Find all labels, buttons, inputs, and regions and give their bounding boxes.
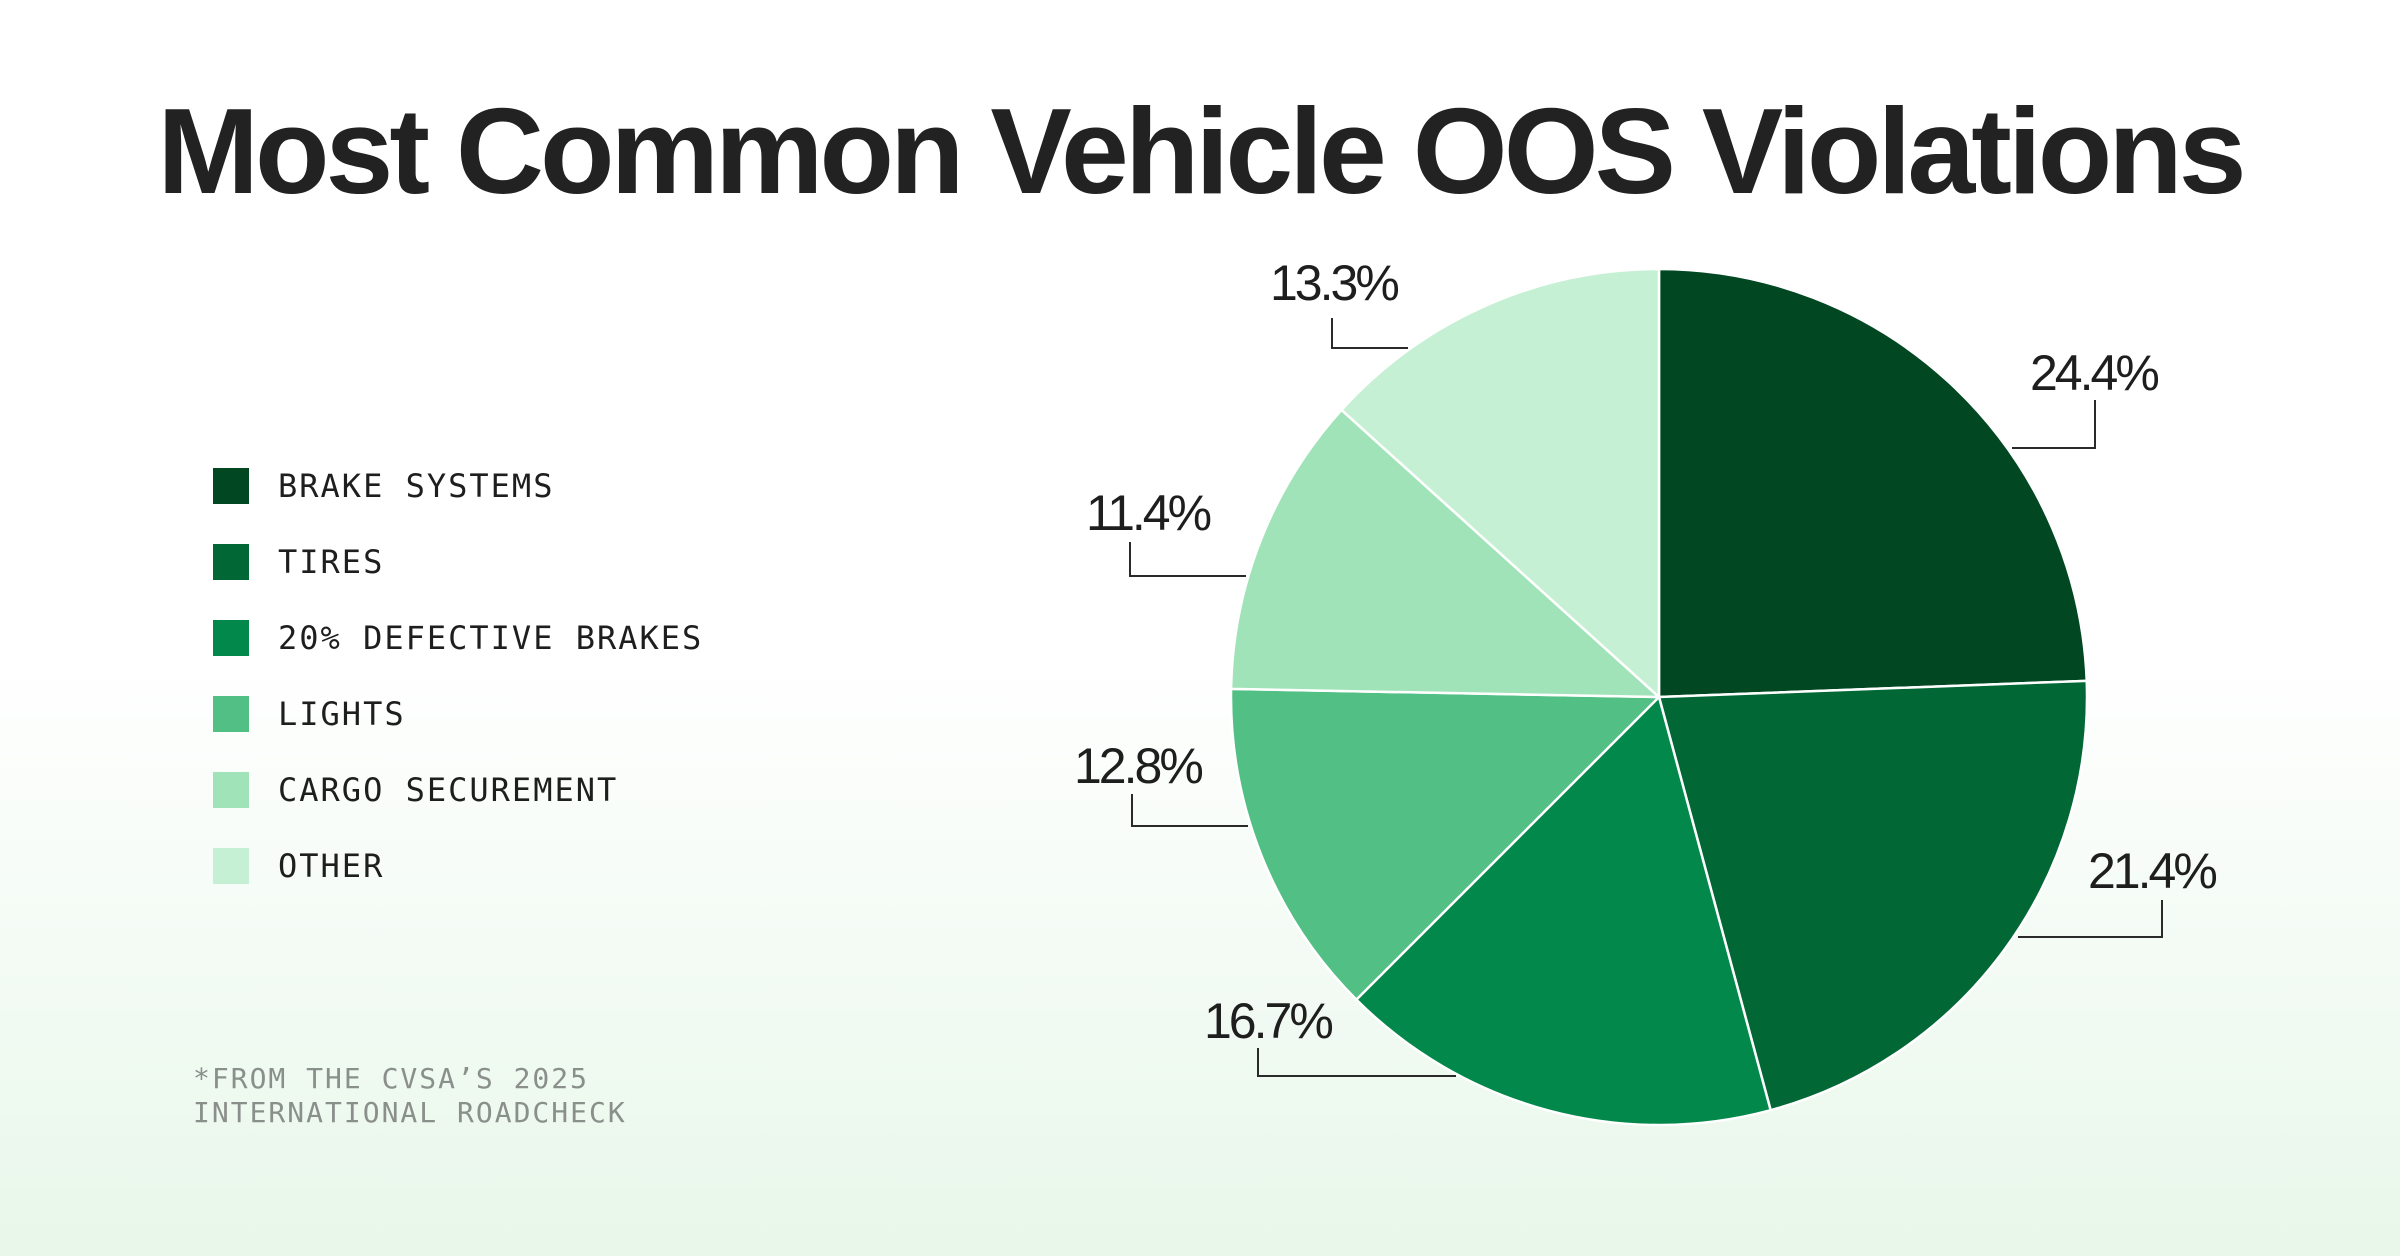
legend-label: CARGO SECUREMENT: [278, 771, 619, 809]
data-label: 16.7%: [1204, 993, 1332, 1049]
legend-item-other: OTHER: [213, 828, 703, 904]
source-note-line: *FROM THE CVSA’S 2025: [193, 1062, 590, 1095]
legend-label: OTHER: [278, 847, 385, 885]
legend-label: LIGHTS: [278, 695, 406, 733]
leader-line: [2012, 400, 2096, 449]
leader-line: [1129, 542, 1246, 577]
legend-item-tires: TIRES: [213, 524, 703, 600]
leader-line: [1331, 318, 1408, 349]
leader-line: [1257, 1048, 1456, 1077]
pie-slice-other: [1340, 267, 1661, 699]
pie-slice-lights: [1229, 687, 1661, 1001]
pie-slice-brake-systems: [1657, 267, 2088, 699]
pie-slice-cargo-securement: [1229, 408, 1661, 699]
leader-line: [1131, 794, 1248, 827]
legend-label: BRAKE SYSTEMS: [278, 467, 555, 505]
data-label: 21.4%: [2088, 843, 2216, 899]
pie-slice-tires: [1657, 679, 2089, 1112]
source-note: *FROM THE CVSA’S 2025 INTERNATIONAL ROAD…: [193, 1062, 627, 1130]
legend-swatch: [213, 544, 249, 580]
legend-swatch: [213, 848, 249, 884]
chart-legend: BRAKE SYSTEMS TIRES 20% DEFECTIVE BRAKES…: [213, 448, 703, 904]
data-label: 13.3%: [1270, 255, 1398, 311]
legend-label: TIRES: [278, 543, 385, 581]
legend-item-defective-brakes: 20% DEFECTIVE BRAKES: [213, 600, 703, 676]
data-label: 12.8%: [1074, 738, 1202, 794]
data-label: 11.4%: [1086, 485, 1211, 541]
pie-slice-20-defective-brakes: [1355, 695, 1772, 1127]
legend-item-brake-systems: BRAKE SYSTEMS: [213, 448, 703, 524]
legend-item-lights: LIGHTS: [213, 676, 703, 752]
legend-label: 20% DEFECTIVE BRAKES: [278, 619, 704, 657]
legend-item-cargo-securement: CARGO SECUREMENT: [213, 752, 703, 828]
legend-swatch: [213, 468, 249, 504]
leader-line: [2018, 900, 2163, 938]
legend-swatch: [213, 772, 249, 808]
data-label: 24.4%: [2030, 345, 2158, 401]
legend-swatch: [213, 696, 249, 732]
chart-title: Most Common Vehicle OOS Violations: [157, 83, 2246, 219]
legend-swatch: [213, 620, 249, 656]
source-note-line: INTERNATIONAL ROADCHECK: [193, 1096, 627, 1129]
